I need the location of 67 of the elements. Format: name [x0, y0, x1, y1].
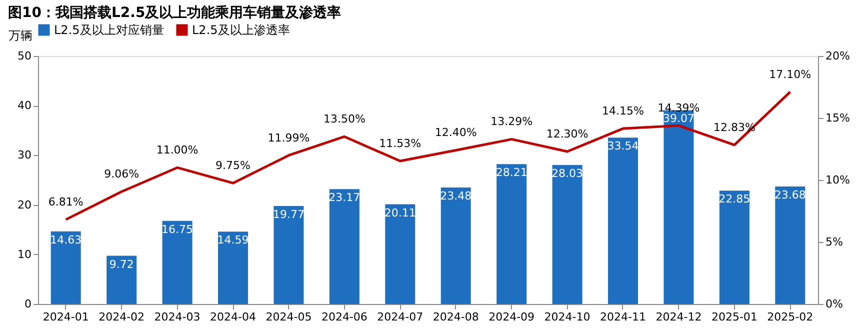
- data-label: 17.10%: [769, 68, 812, 81]
- data-label: 12.40%: [434, 126, 477, 140]
- y-tick-label: 30: [18, 148, 32, 162]
- data-label: 22.85: [718, 192, 750, 206]
- data-label: 6.81%: [48, 196, 84, 209]
- data-label: 20.11: [384, 206, 416, 220]
- data-label: 39.07: [662, 112, 694, 126]
- y2-tick-label: 10%: [826, 174, 850, 186]
- y-tick-label: 20: [18, 198, 32, 212]
- x-tick-label: 2025-02: [767, 310, 814, 324]
- x-tick-label: 2024-11: [600, 310, 646, 324]
- x-tick-label: 2024-06: [321, 310, 368, 324]
- data-label: 11.99%: [268, 131, 310, 144]
- bar: [608, 138, 638, 304]
- data-label: 28.21: [496, 166, 528, 180]
- bar: [385, 204, 416, 304]
- x-tick-label: 2024-10: [544, 310, 590, 324]
- y-tick-label: 40: [18, 99, 32, 112]
- bar: [329, 189, 360, 304]
- x-tick-label: 2024-07: [377, 310, 424, 324]
- x-tick-label: 2024-09: [488, 310, 535, 324]
- data-label: 14.59: [217, 234, 249, 247]
- y-axis-title: 万辆: [8, 28, 32, 42]
- bar: [274, 206, 304, 304]
- data-label: 13.29%: [490, 115, 533, 128]
- data-label: 23.48: [440, 190, 472, 203]
- chart-title: 图10：我国搭载L2.5及以上功能乘用车销量及渗透率: [8, 4, 342, 21]
- data-label: 9.75%: [216, 159, 250, 172]
- y2-tick-label: 0%: [826, 298, 843, 310]
- x-tick-label: 2024-08: [432, 310, 479, 324]
- bar: [50, 231, 81, 304]
- data-label: 12.30%: [546, 127, 588, 140]
- bar: [496, 164, 527, 304]
- x-tick-label: 2024-12: [656, 310, 702, 324]
- data-label: 33.54: [607, 140, 639, 153]
- data-label: 14.15%: [602, 104, 644, 118]
- y-tick-label: 0: [24, 298, 32, 310]
- bar: [440, 188, 471, 304]
- y-tick-label: 10: [18, 248, 32, 261]
- y2-tick-label: 20%: [826, 50, 850, 62]
- bar: [664, 110, 694, 304]
- legend-label: L2.5及以上渗透率: [192, 23, 290, 37]
- data-label: 23.17: [328, 191, 360, 204]
- y-tick-label: 50: [18, 50, 32, 62]
- legend-label: L2.5及以上对应销量: [54, 23, 164, 37]
- x-tick-label: 2024-02: [98, 310, 145, 324]
- data-label: 9.06%: [104, 168, 140, 181]
- data-label: 19.77: [272, 208, 304, 221]
- bar: [719, 190, 750, 304]
- x-tick-label: 2024-01: [42, 310, 89, 324]
- data-label: 11.53%: [379, 137, 422, 150]
- data-label: 14.63: [50, 233, 82, 246]
- bar: [162, 220, 192, 304]
- x-tick-label: 2024-04: [210, 310, 256, 324]
- y2-tick-label: 5%: [826, 236, 843, 248]
- bar: [218, 232, 248, 304]
- data-label: 16.75: [162, 222, 194, 236]
- y2-tick-label: 15%: [826, 112, 850, 124]
- data-label: 11.00%: [156, 144, 198, 157]
- data-label: 13.50%: [323, 112, 366, 126]
- x-tick-label: 2024-03: [154, 310, 200, 324]
- bar: [775, 186, 806, 304]
- bar: [106, 256, 137, 304]
- bar: [552, 164, 582, 304]
- x-tick-label: 2024-05: [266, 310, 312, 324]
- data-label: 9.72: [109, 258, 134, 271]
- x-tick-label: 2025-01: [711, 310, 758, 324]
